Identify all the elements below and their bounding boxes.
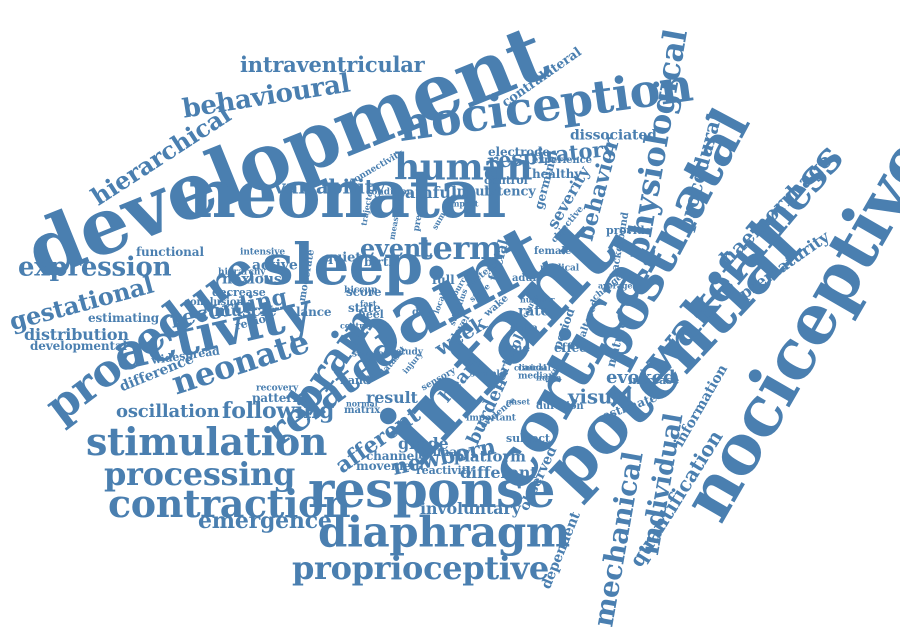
word-evoked: evoked (606, 367, 676, 389)
word-adult: adult (512, 272, 541, 284)
word-painful: painful (394, 182, 457, 202)
word-duration: duration (536, 400, 584, 412)
word-result: result (366, 387, 418, 407)
word-quiet: quiet (324, 250, 362, 266)
word-nurse: nurse (536, 372, 562, 383)
word-clinical: clinical (514, 362, 547, 373)
word-score: score (346, 285, 382, 300)
word-hierarchy: hierarchy (218, 267, 266, 278)
word-different: different (460, 462, 538, 482)
word-average: average (598, 280, 633, 291)
word-female: female (534, 245, 572, 257)
word-conclusion: conclusion (184, 296, 244, 308)
word-hand: hand (340, 374, 371, 387)
word-severe: severe (352, 349, 384, 360)
word-expression: expression (18, 252, 172, 283)
word-increase: increase (628, 374, 680, 387)
word-decrease: decrease (212, 286, 266, 299)
word-effect: effect (554, 341, 592, 356)
word-caudal: caudal (518, 363, 551, 374)
word-full: full (432, 273, 455, 288)
word-lance: lance (296, 305, 332, 320)
word-contraction: contraction (108, 480, 351, 526)
word-processing: processing (104, 454, 296, 493)
word-developmental: developmental (30, 339, 127, 354)
word-pattern: pattern (252, 391, 302, 406)
word-distribution: distribution (24, 324, 129, 344)
word-matrix: matrix (344, 404, 381, 416)
word-provide: provide (606, 224, 652, 237)
word-onset: onset (506, 396, 531, 407)
word-sleep: sleep (262, 232, 423, 299)
word-recovery: recovery (256, 383, 299, 394)
word-central: central (340, 320, 372, 331)
word-birth: birth (364, 255, 397, 270)
word-electrode: electrode (488, 145, 550, 160)
word-active: active (252, 257, 298, 274)
word-normal: normal (346, 398, 378, 409)
word-emergence: emergence (198, 508, 332, 534)
word-hiccup: hiccup (344, 285, 378, 296)
word-day: day (412, 306, 431, 318)
word-stimulation: stimulation (86, 418, 328, 464)
word-proprioceptive: proprioceptive (292, 548, 549, 587)
word-primary: primary (418, 445, 471, 460)
word-reactivity: reactivity (416, 464, 473, 477)
word-medical: medical (540, 263, 580, 274)
word-state: state (348, 301, 381, 316)
word-latency: latency (484, 184, 536, 200)
word-healthy: healthy (532, 167, 582, 182)
word-muscle: muscle (214, 300, 277, 320)
word-delta: delta (510, 322, 538, 334)
word-experience: experience (532, 154, 592, 166)
word-diaphragm: diaphragm (318, 507, 570, 557)
word-input: input (452, 184, 491, 200)
word-study: study (396, 347, 423, 358)
word-variability: variability (274, 174, 386, 199)
word-grade: grade (398, 433, 449, 453)
word-heel: heel (358, 308, 384, 321)
word-sample: sample (470, 369, 506, 380)
word-following: following (222, 398, 335, 424)
word-estimating: estimating (88, 311, 159, 326)
word-intensive: intensive (240, 247, 286, 258)
word-neonatal: neonatal (188, 154, 506, 233)
word-oscillation: oscillation (116, 401, 220, 423)
word-visual: visual (568, 384, 633, 409)
word-impact: impact (448, 198, 479, 209)
word-platform: platform (454, 447, 526, 466)
word-condition: condition (366, 187, 414, 198)
word-noxious: noxious (222, 271, 282, 288)
word-control: control (484, 174, 528, 187)
word-involuntary: involuntary (420, 498, 521, 518)
word-time: time (500, 341, 530, 356)
word-intraventricular: intraventricular (240, 51, 425, 77)
word-median: median (518, 371, 555, 382)
word-important: important (466, 413, 516, 424)
word-response: response (308, 460, 555, 519)
word-movement: movement (356, 459, 425, 474)
word-term: term (418, 228, 503, 267)
word-dissociated: dissociated (570, 127, 657, 144)
word-human: human (394, 146, 533, 189)
word-fast: fast (360, 298, 377, 309)
word-channel: channel (366, 449, 419, 464)
word-number: number (520, 294, 555, 305)
word-rate: rate (518, 303, 550, 320)
word-subject: subject (506, 432, 550, 445)
word-functional: functional (136, 245, 204, 260)
word-event: event (360, 233, 432, 263)
